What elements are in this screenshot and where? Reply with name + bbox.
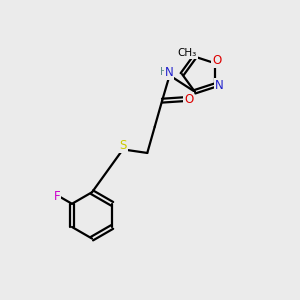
Text: O: O	[212, 54, 221, 67]
Text: H: H	[160, 68, 168, 77]
Text: S: S	[119, 139, 127, 152]
Text: N: N	[165, 66, 173, 79]
Text: N: N	[215, 79, 224, 92]
Text: O: O	[184, 93, 194, 106]
Text: CH₃: CH₃	[178, 48, 197, 58]
Text: F: F	[53, 190, 60, 203]
